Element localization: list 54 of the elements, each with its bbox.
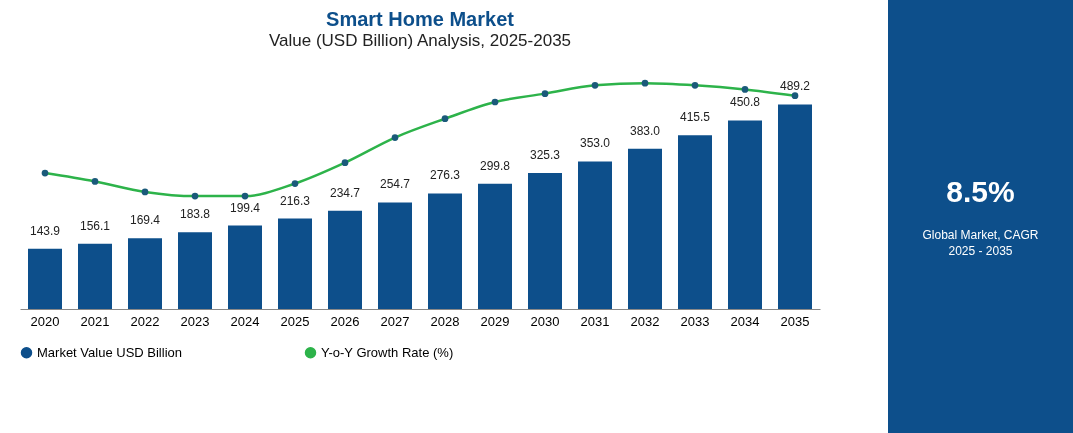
text: 8.5% (946, 174, 1015, 209)
bar (228, 225, 262, 309)
x-tick-label: 2025 (280, 313, 310, 329)
chart-subtitle: Value (USD Billion) Analysis, 2025-2035 (268, 31, 572, 50)
bar (328, 210, 362, 309)
x-tick-label: 2027 (380, 313, 410, 329)
data-label: 234.7 (329, 185, 361, 200)
bar (128, 238, 162, 309)
bar (378, 202, 412, 309)
bar (778, 104, 812, 309)
x-tick-label: 2031 (580, 313, 610, 329)
data-label: 254.7 (379, 177, 411, 192)
data-label: 415.5 (679, 110, 711, 125)
bar (528, 172, 562, 309)
x-tick-label: 2023 (180, 313, 210, 329)
bar (428, 193, 462, 309)
data-label: 383.0 (629, 123, 661, 138)
data-label: 353.0 (579, 136, 611, 151)
bar (28, 248, 62, 309)
x-tick-label: 2035 (780, 313, 810, 329)
bar (678, 135, 712, 309)
bar (178, 232, 212, 309)
data-label: 299.8 (479, 158, 511, 173)
data-label: 169.4 (129, 213, 161, 228)
data-label: 450.8 (729, 95, 761, 110)
bar (478, 183, 512, 309)
data-label: 183.8 (179, 207, 211, 222)
x-tick-label: 2022 (130, 313, 160, 329)
data-label: 216.3 (279, 193, 311, 208)
x-tick-label: 2032 (630, 313, 660, 329)
x-tick-label: 2021 (80, 313, 110, 329)
data-label: 325.3 (529, 147, 561, 162)
text: Global Market, CAGR 2025 - 2035 (921, 226, 1040, 259)
x-tick-label: 2029 (480, 313, 510, 329)
x-tick-label: 2024 (230, 313, 260, 329)
x-tick-label: 2030 (530, 313, 560, 329)
x-tick-label: 2026 (330, 313, 360, 329)
x-tick-label: 2020 (30, 313, 60, 329)
chart-title: Smart Home Market (326, 8, 515, 30)
x-tick-label: 2028 (430, 313, 460, 329)
data-label: 143.9 (29, 223, 61, 238)
data-label: 489.2 (779, 79, 811, 94)
x-tick-label: 2034 (730, 313, 760, 329)
data-label: 276.3 (429, 168, 461, 183)
bar (728, 120, 762, 309)
x-tick-label: 2033 (680, 313, 710, 329)
bar (578, 161, 612, 309)
legend-label: Y-o-Y Growth Rate (%) (321, 344, 454, 360)
data-label: 156.1 (79, 218, 111, 233)
bar (628, 148, 662, 309)
data-label: 199.4 (229, 200, 261, 215)
bar (78, 243, 112, 309)
bar (278, 218, 312, 309)
legend-label: Market Value USD Billion (37, 344, 182, 360)
